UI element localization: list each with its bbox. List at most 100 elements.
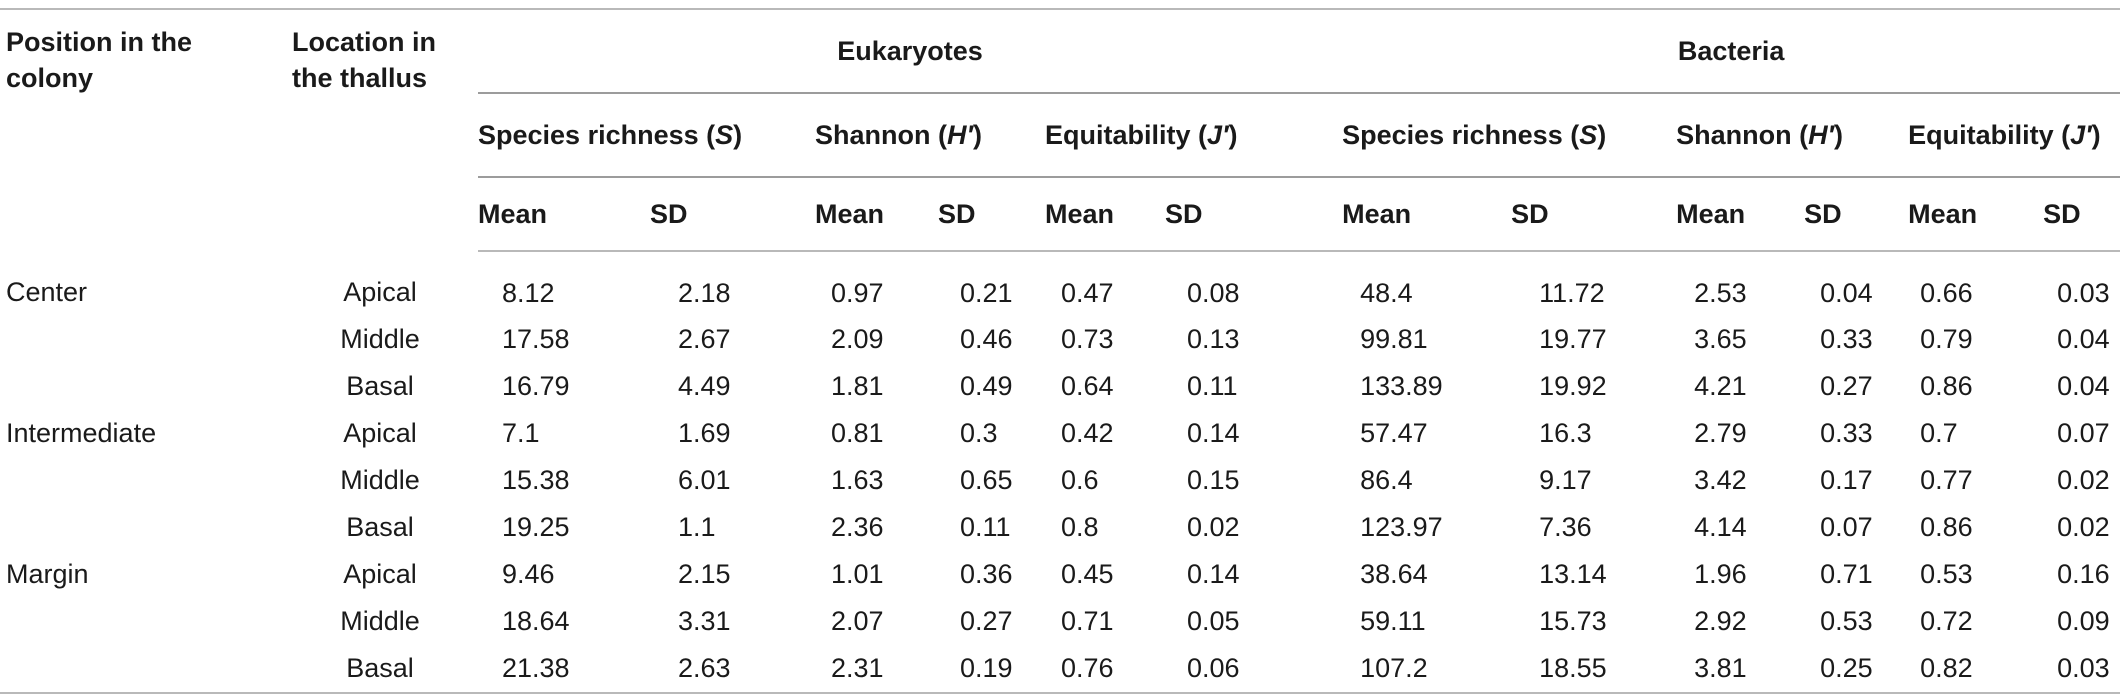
table-body: Center Apical 8.12 2.18 0.97 0.21 0.47 0.08 48.4… xyxy=(0,251,2120,694)
header-sd: SD xyxy=(938,176,1045,252)
cell-location: Middle xyxy=(340,465,420,495)
cell-sd: 0.14 xyxy=(1187,418,1240,448)
cell-sd: 4.49 xyxy=(678,371,731,401)
header-bacteria-label: Bacteria xyxy=(1677,35,1785,66)
cell-mean: 0.86 xyxy=(1920,371,1973,401)
label-text: Species richness ( xyxy=(1342,119,1580,150)
paren-text: ) xyxy=(733,119,743,150)
cell-sd: 0.46 xyxy=(960,324,1013,354)
cell-mean: 0.45 xyxy=(1061,559,1114,589)
cell-mean: 3.81 xyxy=(1676,645,1805,694)
cell-sd: 9.17 xyxy=(1539,465,1592,495)
header-euk-equitability: Equitability (J′) xyxy=(1045,92,1343,177)
table-row: Basal 21.38 2.63 2.31 0.19 0.76 0.06 107.2 18.55… xyxy=(0,645,2120,694)
cell-mean: 0.42 xyxy=(1061,418,1114,448)
header-mean: Mean xyxy=(1045,176,1165,252)
header-sd: SD xyxy=(650,176,815,252)
cell-sd: 0.71 xyxy=(1820,559,1873,589)
cell-mean: 0.6 xyxy=(1061,465,1099,495)
cell-sd: 0.49 xyxy=(960,371,1013,401)
cell-position xyxy=(0,645,282,694)
cell-mean: 2.31 xyxy=(815,645,938,694)
cell-mean: 0.53 xyxy=(1920,559,1973,589)
header-bac-shannon: Shannon (H′) xyxy=(1676,92,1909,177)
cell-sd: 0.04 xyxy=(2057,371,2110,401)
diversity-table: Position in the colony Location in the t… xyxy=(0,8,2120,694)
header-eukaryotes-label: Eukaryotes xyxy=(837,35,983,66)
cell-location: Basal xyxy=(346,371,414,401)
table-row: Middle 18.64 3.31 2.07 0.27 0.71 0.05 59.11 15.7… xyxy=(0,598,2120,645)
cell-mean: 1.81 xyxy=(831,371,884,401)
cell-sd: 19.92 xyxy=(1539,371,1607,401)
cell-sd: 0.04 xyxy=(2057,324,2110,354)
header-sd: SD xyxy=(1511,176,1677,252)
cell-mean: 0.66 xyxy=(1920,277,1973,308)
cell-mean: 7.1 xyxy=(502,418,540,448)
symbol-text: H′ xyxy=(946,119,973,150)
cell-sd: 0.11 xyxy=(1187,371,1238,401)
label-text: Shannon ( xyxy=(1676,119,1809,150)
header-position: Position in the colony xyxy=(6,27,192,93)
cell-location: Apical xyxy=(343,559,417,589)
cell-sd: 0.04 xyxy=(1820,277,1873,308)
cell-position xyxy=(0,363,282,410)
cell-mean: 16.79 xyxy=(502,371,570,401)
cell-sd: 19.77 xyxy=(1539,324,1607,354)
cell-position xyxy=(0,316,282,363)
cell-sd: 0.09 xyxy=(2057,606,2110,636)
table-row: Margin Apical 9.46 2.15 1.01 0.36 0.45 0.14 38.6… xyxy=(0,551,2120,598)
label-text: Shannon ( xyxy=(815,119,947,150)
cell-mean: 0.73 xyxy=(1061,324,1114,354)
symbol-text: S xyxy=(1579,119,1598,150)
table-row: Basal 19.25 1.1 2.36 0.11 0.8 0.02 123.97 7.36 4.… xyxy=(0,504,2120,551)
cell-mean: 0.77 xyxy=(1920,465,1973,495)
header-bacteria: Bacteria xyxy=(1342,9,2120,93)
cell-sd: 0.27 xyxy=(1820,371,1873,401)
header-sd: SD xyxy=(1165,176,1343,252)
symbol-text: S xyxy=(715,119,734,150)
paren-text: ) xyxy=(1834,119,1844,150)
cell-mean: 4.14 xyxy=(1694,512,1747,542)
cell-sd: 7.36 xyxy=(1539,512,1592,542)
table-row: Middle 15.38 6.01 1.63 0.65 0.6 0.15 86.4 9.17 3.… xyxy=(0,457,2120,504)
cell-mean: 2.79 xyxy=(1694,418,1747,448)
cell-location: Middle xyxy=(340,606,420,636)
cell-mean: 0.79 xyxy=(1920,324,1973,354)
cell-sd: 0.3 xyxy=(960,418,998,448)
cell-mean: 9.46 xyxy=(502,559,555,589)
cell-mean: 1.01 xyxy=(831,559,884,589)
symbol-text: H′ xyxy=(1808,119,1835,150)
header-mean: Mean xyxy=(815,176,938,252)
cell-sd: 0.02 xyxy=(2057,465,2110,495)
cell-mean: 123.97 xyxy=(1360,512,1443,542)
cell-sd: 0.33 xyxy=(1820,324,1873,354)
cell-sd: 2.15 xyxy=(678,559,731,589)
cell-mean: 2.09 xyxy=(831,324,884,354)
cell-sd: 2.63 xyxy=(650,645,815,694)
cell-mean: 0.64 xyxy=(1061,371,1114,401)
cell-location: Middle xyxy=(340,324,420,354)
cell-mean: 2.36 xyxy=(831,512,884,542)
cell-sd: 0.03 xyxy=(2043,645,2120,694)
cell-mean: 2.92 xyxy=(1694,606,1747,636)
cell-sd: 0.65 xyxy=(960,465,1013,495)
cell-mean: 0.72 xyxy=(1920,606,1973,636)
cell-sd: 0.33 xyxy=(1820,418,1873,448)
cell-mean: 17.58 xyxy=(502,324,570,354)
cell-sd: 15.73 xyxy=(1539,606,1607,636)
cell-sd: 0.21 xyxy=(960,277,1013,308)
label-text: Equitability ( xyxy=(1908,119,2071,150)
cell-position: Center xyxy=(6,277,88,307)
cell-mean: 2.07 xyxy=(831,606,884,636)
cell-mean: 38.64 xyxy=(1360,559,1428,589)
header-eukaryotes: Eukaryotes xyxy=(478,9,1342,93)
cell-sd: 0.17 xyxy=(1820,465,1873,495)
cell-sd: 11.72 xyxy=(1539,277,1605,308)
cell-sd: 0.07 xyxy=(1820,512,1873,542)
cell-sd: 0.27 xyxy=(960,606,1013,636)
header-mean: Mean xyxy=(1908,176,2044,252)
cell-mean: 107.2 xyxy=(1342,645,1512,694)
cell-sd: 0.16 xyxy=(2057,559,2110,589)
cell-mean: 0.97 xyxy=(831,277,884,308)
symbol-text: J′ xyxy=(1207,119,1229,150)
